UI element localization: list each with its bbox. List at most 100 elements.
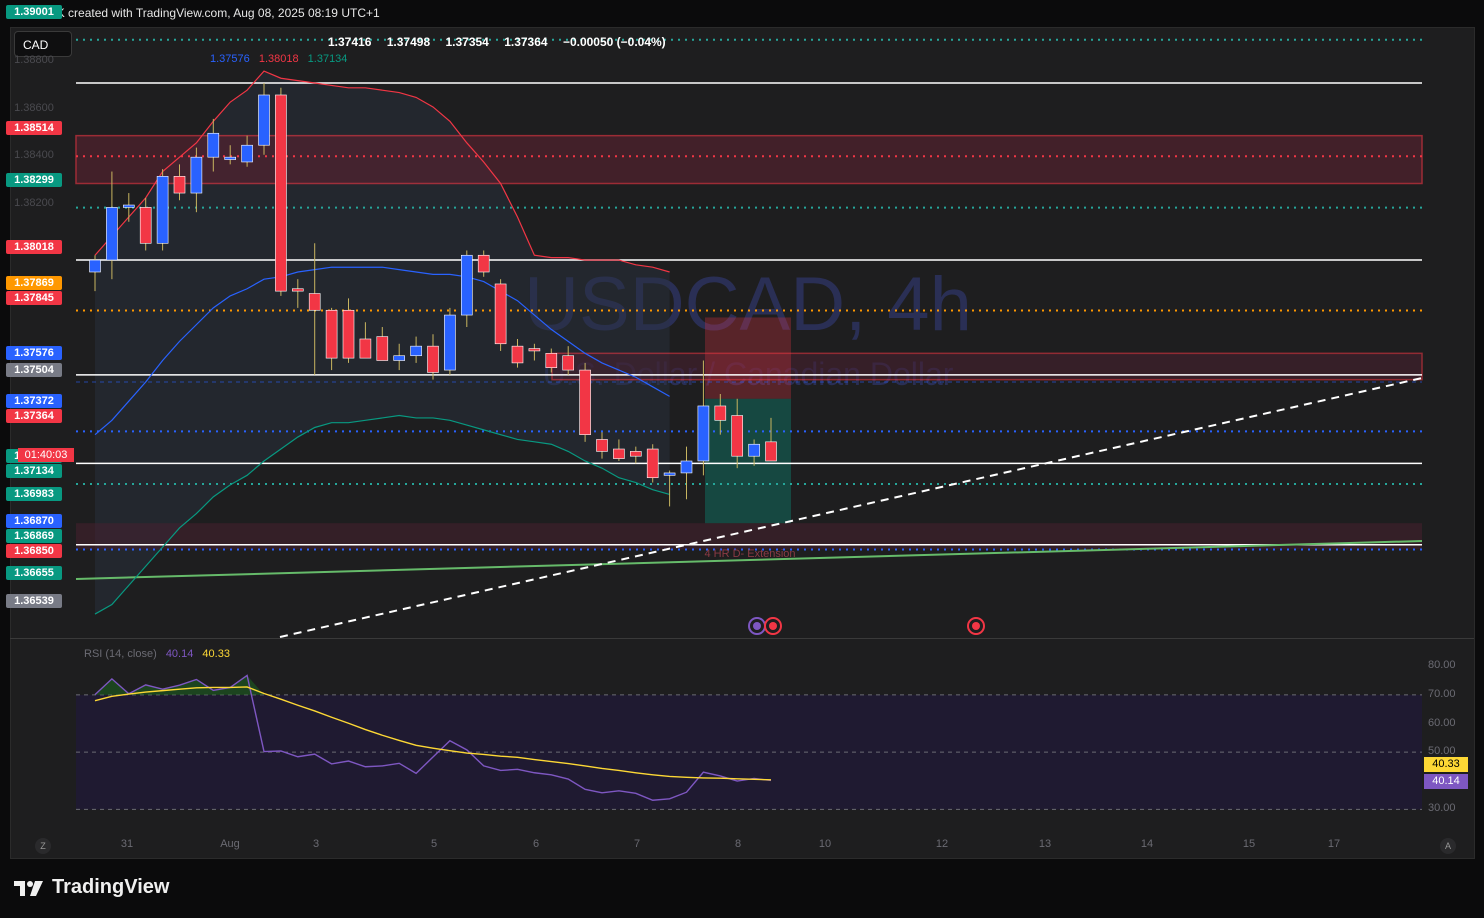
ohlc-close: 1.37364 (504, 35, 548, 49)
supply-zone (75, 134, 1423, 185)
time-axis-tick: Aug (220, 838, 240, 850)
event-icon-dot (753, 622, 761, 630)
time-axis-tick: 12 (935, 838, 949, 850)
rsi-axis-tick: 30.00 (1428, 802, 1456, 815)
time-axis-tick: 5 (430, 838, 438, 850)
price-axis-label: 1.36850 (6, 544, 62, 559)
time-axis-tick: 8 (734, 838, 742, 850)
candle (156, 176, 169, 244)
rsi-axis-tick: 70.00 (1428, 687, 1456, 700)
candle (275, 94, 287, 292)
rsi-line (94, 674, 772, 801)
price-axis-label: 1.36983 (6, 487, 62, 502)
candle (562, 355, 575, 371)
rsi-legend-ma-value: 40.33 (202, 648, 230, 660)
bb-lower-value: 1.37134 (307, 53, 348, 65)
symbol-button[interactable]: CAD (14, 31, 72, 57)
candle (342, 309, 355, 359)
candle (629, 451, 642, 457)
demand-zone (76, 523, 1422, 550)
rsi-legend-title: RSI (14, close) (84, 648, 157, 660)
bollinger-mid-line (94, 266, 670, 436)
price-axis-label: 1.37364 (6, 409, 62, 424)
tradingview-logo-text: TradingView (52, 876, 170, 898)
ohlc-values: 1.37416 1.37498 1.37354 1.37364 −0.00050… (328, 35, 678, 49)
candle (325, 309, 338, 359)
price-axis-label: 1.36539 (6, 593, 62, 608)
candle (646, 448, 659, 479)
bar-countdown: 01:40:03 (18, 448, 74, 462)
tradingview-logo: TradingView (12, 876, 169, 899)
candle (528, 348, 541, 352)
candle (207, 132, 220, 158)
ohlc-change: −0.00050 (−0.04%) (562, 35, 666, 49)
time-axis-tick: 13 (1038, 838, 1052, 850)
candle (376, 336, 389, 361)
candle (241, 144, 253, 163)
bollinger-values: 1.37576 1.38018 1.37134 (210, 53, 353, 65)
rsi-ma-axis-label: 40.33 (1424, 757, 1468, 772)
candle (697, 405, 710, 462)
price-axis-label: 1.38018 (6, 239, 62, 254)
auto-scale-button[interactable]: A (1440, 838, 1456, 854)
ohlc-low: 1.37354 (445, 35, 489, 49)
price-axis-label: 1.36655 (6, 565, 62, 580)
candle (427, 345, 439, 373)
bb-middle-value: 1.38018 (258, 53, 299, 65)
time-axis-tick: 6 (532, 838, 540, 850)
rsi-axis-tick: 60.00 (1428, 716, 1456, 729)
price-axis-label: 1.37845 (6, 290, 62, 305)
rsi-legend: RSI (14, close) 40.14 40.33 (84, 648, 230, 660)
time-axis-tick: 14 (1140, 838, 1154, 850)
candle (359, 338, 372, 359)
price-axis-label: 1.37372 (6, 394, 62, 409)
rsi-axis-label: 40.14 (1424, 774, 1468, 789)
candle (680, 460, 693, 474)
resistance-zone (551, 352, 1423, 381)
tradingview-logo-icon (14, 880, 43, 896)
candle (579, 369, 591, 435)
green-trendline (75, 540, 1423, 580)
candle (89, 259, 101, 273)
watermark-symbol: USDCAD, 4h (524, 262, 972, 347)
price-axis-label: 1.38400 (14, 149, 54, 162)
candle (173, 176, 186, 194)
candle (511, 345, 524, 364)
extension-label: 4 HR D- Extension (704, 548, 795, 560)
candle (731, 415, 744, 457)
bollinger-lower-line (94, 414, 670, 615)
price-axis-label: 1.38600 (14, 101, 54, 114)
time-axis-tick: 7 (633, 838, 641, 850)
rsi-legend-value: 40.14 (165, 648, 194, 660)
candle (748, 443, 760, 457)
ohlc-high: 1.37498 (386, 35, 431, 49)
candle (765, 441, 777, 462)
price-axis-label: 1.36869 (6, 529, 62, 544)
ohlc-open: 1.37416 (328, 35, 372, 49)
auto-scale-z-button[interactable]: Z (35, 838, 51, 854)
candle (477, 254, 490, 273)
price-axis-label: 1.36870 (6, 514, 62, 529)
price-axis-label: 1.38800 (14, 53, 54, 66)
candle (545, 353, 558, 368)
candle (139, 207, 152, 244)
time-axis-tick: 17 (1327, 838, 1341, 850)
bollinger-upper-line (94, 70, 670, 273)
candle (393, 355, 406, 361)
event-icon-dot (769, 622, 777, 630)
price-axis-label: 1.37504 (6, 362, 62, 377)
price-axis-label: 1.37869 (6, 275, 62, 290)
price-axis-label: 1.37576 (6, 345, 62, 360)
time-axis-tick: 31 (120, 838, 134, 850)
time-axis-tick: 10 (818, 838, 832, 850)
candle (291, 288, 304, 292)
candle (613, 448, 625, 459)
price-axis-label: 1.38200 (14, 197, 54, 210)
time-axis-tick: 3 (312, 838, 320, 850)
candle (106, 207, 118, 261)
time-axis-tick: 15 (1242, 838, 1256, 850)
candle (224, 156, 236, 160)
candle (663, 472, 676, 476)
price-axis-label: 1.38299 (6, 172, 62, 187)
